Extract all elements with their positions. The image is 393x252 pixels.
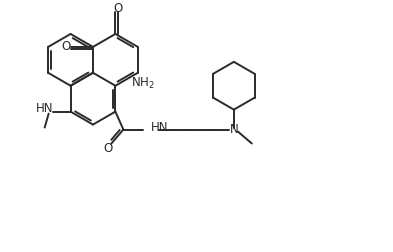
Text: HN: HN xyxy=(151,121,169,134)
Text: O: O xyxy=(61,40,71,53)
Text: O: O xyxy=(104,142,113,155)
Text: HN: HN xyxy=(36,102,53,115)
Text: O: O xyxy=(114,2,123,15)
Text: N: N xyxy=(230,123,238,136)
Text: NH$_2$: NH$_2$ xyxy=(131,76,155,91)
